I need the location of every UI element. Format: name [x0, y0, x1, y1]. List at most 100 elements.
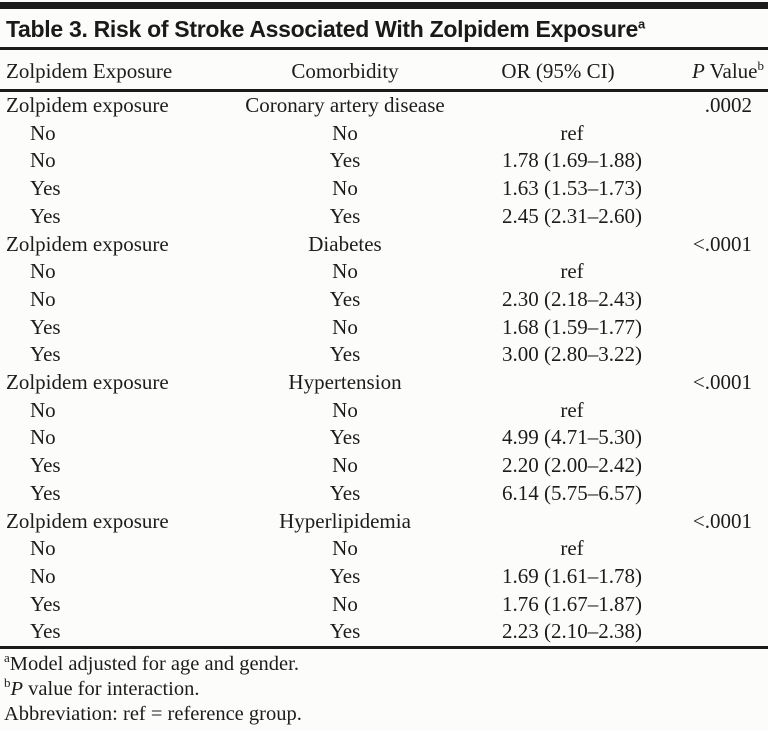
exposure-cell: Yes [30, 314, 61, 339]
table-title-superscript: a [637, 16, 645, 32]
table-body: Zolpidem exposure Coronary artery disease… [0, 91, 768, 647]
data-row: No No ref [0, 535, 768, 563]
p-value-cell [674, 203, 768, 231]
or-ci-cell: 1.68 (1.59–1.77) [502, 314, 642, 339]
header-row: Zolpidem Exposure Comorbidity OR (95% CI… [0, 50, 768, 92]
section-comorbidity-label: Hyperlipidemia [279, 508, 411, 533]
section-header-row: Zolpidem exposure Coronary artery disease… [0, 91, 768, 120]
data-row: No No ref [0, 258, 768, 286]
data-row: Yes No 1.68 (1.59–1.77) [0, 314, 768, 342]
section-comorbidity-label: Hypertension [288, 370, 402, 395]
or-ci-cell: 3.00 (2.80–3.22) [502, 342, 642, 367]
risk-of-stroke-table: Zolpidem Exposure Comorbidity OR (95% CI… [0, 50, 768, 646]
exposure-cell: No [30, 425, 56, 450]
section-exposure-label: Zolpidem exposure [6, 508, 169, 533]
footnote-a-text: Model adjusted for age and gender. [9, 653, 299, 676]
exposure-cell: Yes [30, 453, 61, 478]
section-or-spacer [470, 231, 674, 259]
section-exposure-label: Zolpidem exposure [6, 231, 169, 256]
exposure-cell: Yes [30, 619, 61, 644]
exposure-cell: Yes [30, 342, 61, 367]
or-ci-cell: ref [560, 259, 584, 284]
section-header-row: Zolpidem exposure Hyperlipidemia <.0001 [0, 508, 768, 536]
data-row: Yes Yes 6.14 (5.75–6.57) [0, 480, 768, 508]
p-value-cell [674, 341, 768, 369]
footnote-a: aModel adjusted for age and gender. [4, 651, 768, 677]
column-header-p-value: P Valueb [674, 50, 768, 92]
exposure-cell: No [30, 563, 56, 588]
or-ci-cell: 2.45 (2.31–2.60) [502, 203, 642, 228]
p-value-cell [674, 286, 768, 314]
data-row: Yes Yes 3.00 (2.80–3.22) [0, 341, 768, 369]
section-p-value: .0002 [704, 93, 752, 117]
p-value-cell [674, 535, 768, 563]
comorbidity-cell: Yes [329, 203, 361, 228]
section-p-value: <.0001 [692, 370, 752, 395]
comorbidity-cell: No [332, 536, 358, 561]
data-row: Yes Yes 2.45 (2.31–2.60) [0, 203, 768, 231]
or-ci-cell: 1.76 (1.67–1.87) [502, 591, 642, 616]
or-ci-cell: 1.63 (1.53–1.73) [502, 176, 642, 201]
p-value-cell [674, 618, 768, 646]
section-comorbidity-label: Coronary artery disease [245, 93, 445, 117]
exposure-cell: No [30, 397, 56, 422]
p-value-cell [674, 424, 768, 452]
section-exposure-label: Zolpidem exposure [6, 93, 169, 117]
comorbidity-cell: Yes [329, 286, 361, 311]
footnote-abbreviation: Abbreviation: ref = reference group. [4, 702, 768, 727]
p-value-cell [674, 314, 768, 342]
data-row: No Yes 1.69 (1.61–1.78) [0, 563, 768, 591]
or-ci-cell: 1.69 (1.61–1.78) [502, 563, 642, 588]
comorbidity-cell: No [332, 397, 358, 422]
data-row: No No ref [0, 120, 768, 148]
comorbidity-cell: Yes [329, 425, 361, 450]
section-comorbidity-label: Diabetes [308, 231, 382, 256]
data-row: Yes Yes 2.23 (2.10–2.38) [0, 618, 768, 646]
or-ci-cell: ref [560, 536, 584, 561]
section-exposure-label: Zolpidem exposure [6, 370, 169, 395]
comorbidity-cell: No [332, 314, 358, 339]
section-p-value: <.0001 [692, 231, 752, 256]
section-header-row: Zolpidem exposure Hypertension <.0001 [0, 369, 768, 397]
column-header-zolpidem-exposure: Zolpidem Exposure [0, 50, 220, 92]
exposure-cell: Yes [30, 480, 61, 505]
or-ci-cell: 4.99 (4.71–5.30) [502, 425, 642, 450]
p-value-label: Value [704, 59, 758, 83]
comorbidity-cell: Yes [329, 619, 361, 644]
comorbidity-cell: No [332, 176, 358, 201]
data-row: Yes No 2.20 (2.00–2.42) [0, 452, 768, 480]
data-row: No Yes 2.30 (2.18–2.43) [0, 286, 768, 314]
comorbidity-cell: No [332, 591, 358, 616]
comorbidity-cell: No [332, 453, 358, 478]
data-row: No Yes 1.78 (1.69–1.88) [0, 147, 768, 175]
or-ci-cell: 1.78 (1.69–1.88) [502, 148, 642, 173]
p-value-cell [674, 480, 768, 508]
or-ci-cell: 2.20 (2.00–2.42) [502, 453, 642, 478]
data-row: No No ref [0, 397, 768, 425]
p-value-cell [674, 563, 768, 591]
p-value-italic-p: P [691, 59, 705, 83]
section-header-row: Zolpidem exposure Diabetes <.0001 [0, 231, 768, 259]
exposure-cell: Yes [30, 203, 61, 228]
data-row: Yes No 1.63 (1.53–1.73) [0, 175, 768, 203]
footnote-b-superscript: b [4, 675, 11, 691]
exposure-cell: No [30, 120, 56, 145]
section-or-spacer [470, 508, 674, 536]
p-value-superscript: b [757, 58, 765, 73]
column-header-or-ci: OR (95% CI) [470, 50, 674, 92]
comorbidity-cell: Yes [329, 148, 361, 173]
footnote-b-italic-p: P [10, 678, 24, 701]
footnote-b: bP value for interaction. [4, 675, 768, 702]
footnote-abbreviation-text: Abbreviation: ref = reference group. [4, 703, 302, 726]
exposure-cell: Yes [30, 176, 61, 201]
or-ci-cell: ref [560, 120, 584, 145]
comorbidity-cell: No [332, 120, 358, 145]
table-footnotes: aModel adjusted for age and gender. bP v… [0, 646, 768, 731]
column-header-comorbidity: Comorbidity [220, 50, 470, 92]
comorbidity-cell: Yes [329, 480, 361, 505]
table-top-rule [0, 2, 768, 9]
exposure-cell: No [30, 259, 56, 284]
p-value-cell [674, 175, 768, 203]
table-title-text: Table 3. Risk of Stroke Associated With … [6, 16, 638, 42]
